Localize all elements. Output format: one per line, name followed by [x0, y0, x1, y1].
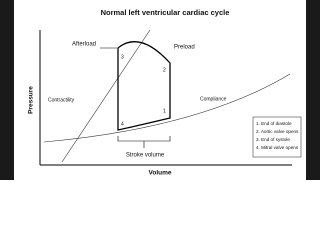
legend-box	[252, 116, 302, 158]
afterload-label: Afterload	[72, 42, 96, 48]
preload-label: Preload	[174, 45, 195, 51]
stroke-volume-bracket	[117, 136, 171, 142]
y-axis-label: Pressure	[28, 86, 35, 114]
compliance-curve	[43, 73, 291, 143]
x-axis-label: Volume	[149, 170, 172, 177]
legend-item: 1. End of diastole	[256, 121, 292, 126]
legend-item: 2. Aortic valve opens	[256, 129, 299, 134]
point-label: 4	[121, 121, 124, 127]
side-bar	[0, 0, 14, 180]
point-label: 1	[163, 108, 166, 114]
contractility-curve	[61, 29, 151, 163]
title: Normal left ventricular cardiac cycle	[101, 8, 230, 17]
point-label: 2	[163, 67, 166, 73]
point-label: 3	[121, 54, 124, 60]
stroke-volume-label: Stroke volume	[126, 153, 165, 159]
legend-item: 4. Mitral valve opens	[256, 145, 299, 150]
page: {"title": "Normal left ventricular cardi…	[0, 0, 320, 180]
pv-loop	[117, 41, 171, 131]
compliance-label: Compliance	[200, 96, 227, 102]
legend-item: 3. End of systole	[256, 137, 290, 142]
side-bar	[306, 0, 320, 180]
diagram: Normal left ventricular cardiac cycle Pr…	[0, 0, 320, 180]
contractility-label: Contractility	[48, 97, 75, 103]
